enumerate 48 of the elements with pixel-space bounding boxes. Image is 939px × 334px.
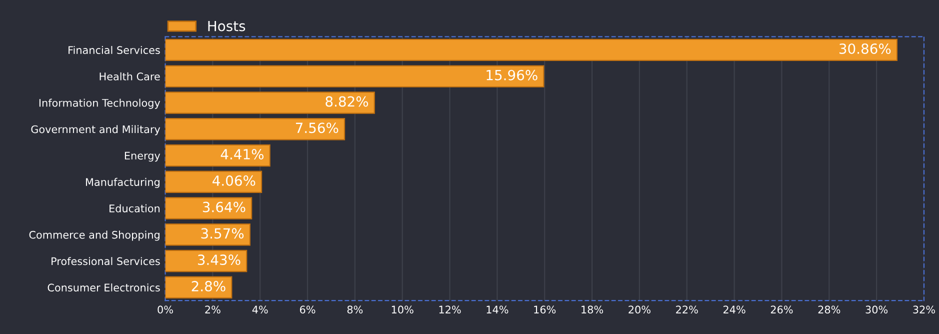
y-tick-label: Consumer Electronics — [48, 283, 160, 292]
x-tick-label: 2% — [205, 306, 220, 314]
x-tick-label: 22% — [676, 306, 698, 314]
y-tick-label: Financial Services — [68, 46, 160, 54]
bar — [165, 170, 262, 193]
bar — [165, 92, 375, 114]
data-label: 4.06% — [212, 175, 256, 186]
bar — [165, 224, 250, 246]
legend-label: Hosts — [208, 20, 246, 32]
y-tick-label: Government and Military — [31, 125, 160, 136]
data-label: 3.43% — [198, 254, 240, 266]
x-tick-label: 18% — [582, 306, 604, 314]
data-label: 7.56% — [296, 122, 338, 134]
x-tick-label: 12% — [439, 306, 461, 314]
y-tick-label: Manufacturing — [86, 178, 160, 188]
bar — [165, 197, 252, 220]
data-label: 2.8% — [192, 280, 226, 292]
x-tick-label: 20% — [628, 306, 650, 314]
y-tick-label: Information Technology — [39, 98, 160, 109]
data-label: 30.86% — [839, 43, 891, 54]
bar — [165, 118, 346, 140]
x-tick-label: 24% — [723, 306, 746, 314]
x-tick-label: 0% — [158, 306, 173, 314]
x-tick-label: 28% — [818, 306, 840, 314]
data-label: 8.82% — [326, 96, 368, 107]
y-tick-label: Energy — [124, 152, 160, 162]
bar — [165, 65, 544, 88]
x-tick-label: 10% — [392, 306, 414, 314]
data-label: 15.96% — [486, 70, 538, 80]
bar — [165, 38, 898, 62]
bar — [165, 276, 232, 299]
x-tick-label: 14% — [486, 306, 508, 314]
x-tick-label: 32% — [913, 306, 935, 314]
x-tick-label: 4% — [252, 306, 268, 314]
x-tick-label: 6% — [300, 306, 316, 314]
bar — [165, 250, 248, 272]
x-tick-label: 8% — [347, 306, 363, 314]
bar — [165, 144, 270, 167]
y-tick-label: Professional Services — [52, 257, 160, 266]
data-label: 3.64% — [202, 202, 246, 212]
x-tick-label: 16% — [534, 306, 556, 314]
y-tick-label: Commerce and Shopping — [29, 230, 160, 241]
x-tick-label: 26% — [770, 306, 793, 314]
data-label: 3.57% — [201, 228, 244, 239]
y-tick-label: Education — [110, 204, 160, 212]
x-tick-label: 30% — [866, 306, 888, 314]
data-label: 4.41% — [220, 149, 264, 160]
y-tick-label: Health Care — [100, 72, 160, 80]
